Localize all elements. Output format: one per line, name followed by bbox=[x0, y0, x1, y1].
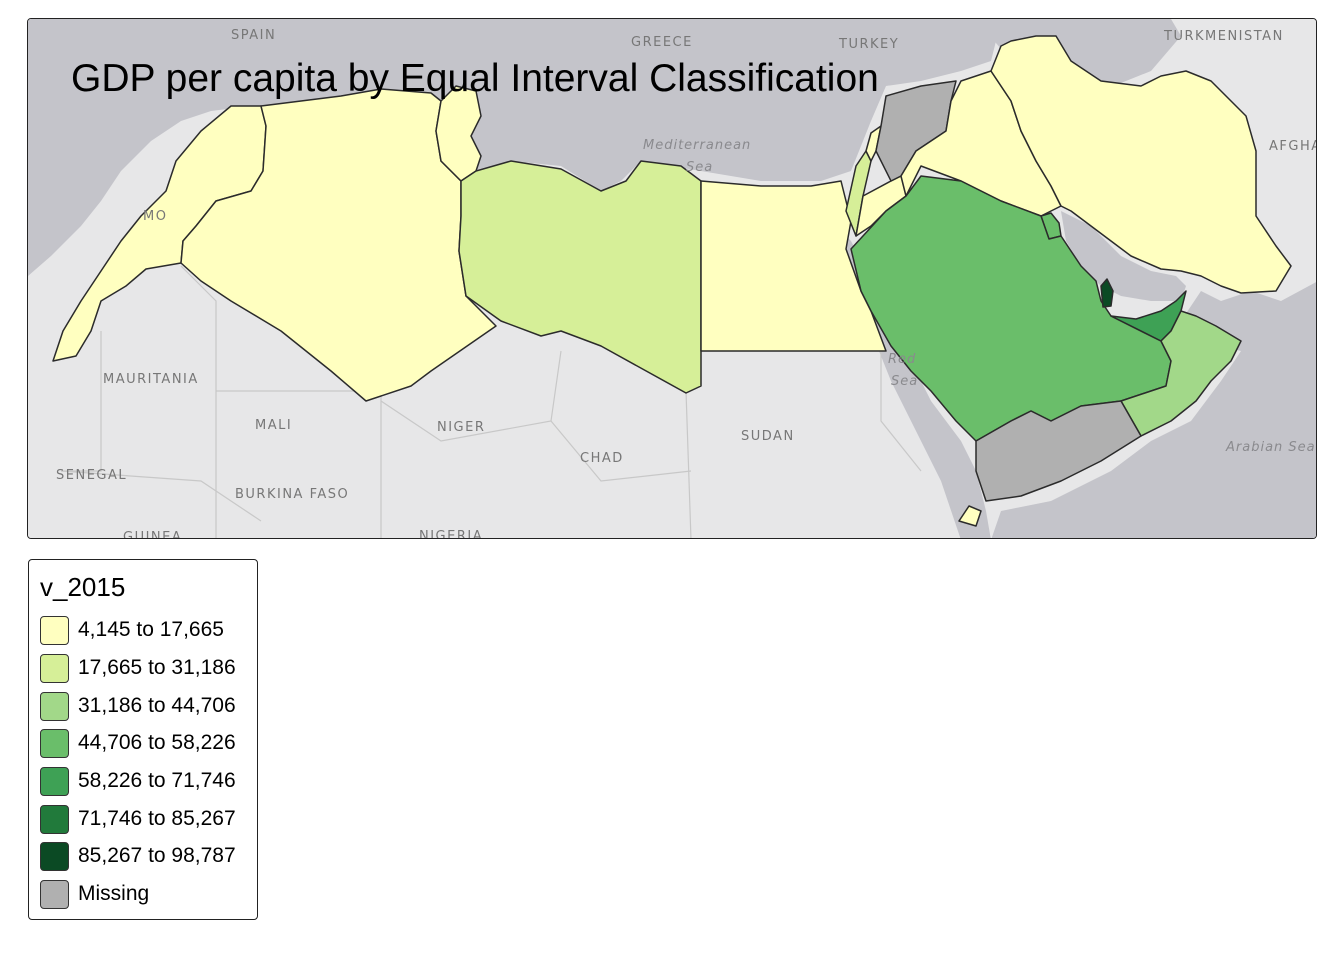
legend-label: 58,226 to 71,746 bbox=[78, 769, 236, 792]
map-title: GDP per capita by Equal Interval Classif… bbox=[71, 57, 879, 100]
place-labels: SPAIN GREECE TURKEY TURKMENISTAN AFGHA M… bbox=[56, 28, 1317, 539]
legend-item-3: 31,186 to 44,706 bbox=[40, 690, 236, 722]
label-mali: MALI bbox=[255, 418, 292, 433]
legend-label: 4,145 to 17,665 bbox=[78, 618, 224, 641]
label-mediterranean-1: Mediterranean bbox=[643, 138, 751, 153]
country-iran[interactable] bbox=[990, 35, 1292, 294]
label-mediterranean-2: Sea bbox=[686, 160, 713, 175]
legend-label: 44,706 to 58,226 bbox=[78, 731, 236, 754]
label-red-sea-2: Sea bbox=[891, 374, 918, 389]
country-djibouti[interactable] bbox=[958, 505, 982, 527]
label-mauritania: MAURITANIA bbox=[103, 372, 199, 387]
label-chad: CHAD bbox=[580, 451, 624, 466]
label-guinea: GUINEA bbox=[123, 530, 182, 539]
label-morocco: MO bbox=[143, 209, 167, 224]
legend-swatch bbox=[40, 615, 69, 645]
persian-gulf bbox=[1061, 211, 1186, 301]
map-canvas[interactable]: SPAIN GREECE TURKEY TURKMENISTAN AFGHA M… bbox=[28, 19, 1317, 539]
legend-swatch bbox=[40, 804, 69, 834]
label-arabian-sea: Arabian Sea bbox=[1225, 440, 1316, 455]
label-burkina-faso: BURKINA FASO bbox=[235, 487, 349, 502]
legend-label: Missing bbox=[78, 882, 150, 905]
legend-item-6: 71,746 to 85,267 bbox=[40, 803, 236, 835]
label-senegal: SENEGAL bbox=[56, 468, 127, 483]
legend-swatch bbox=[40, 691, 69, 721]
label-afghanistan: AFGHA bbox=[1269, 139, 1317, 154]
legend-item-1: 4,145 to 17,665 bbox=[40, 614, 224, 646]
legend-label: 85,267 to 98,787 bbox=[78, 844, 236, 867]
label-sudan: SUDAN bbox=[741, 429, 795, 444]
country-oman[interactable] bbox=[1120, 310, 1242, 437]
country-qatar[interactable] bbox=[1100, 278, 1114, 308]
label-turkey: TURKEY bbox=[838, 37, 899, 52]
label-nigeria: NIGERIA bbox=[419, 529, 483, 539]
country-yemen[interactable] bbox=[975, 400, 1142, 502]
legend-title: v_2015 bbox=[40, 572, 126, 602]
label-niger: NIGER bbox=[437, 420, 485, 435]
legend-label: 31,186 to 44,706 bbox=[78, 694, 236, 717]
legend-swatch bbox=[40, 766, 69, 796]
legend-swatch bbox=[40, 728, 69, 758]
label-turkmenistan: TURKMENISTAN bbox=[1163, 29, 1284, 44]
legend-item-8: Missing bbox=[40, 878, 149, 910]
legend-label: 17,665 to 31,186 bbox=[78, 656, 236, 679]
mediterranean-sea bbox=[28, 19, 1001, 276]
country-shapes[interactable] bbox=[52, 35, 1292, 527]
label-red-sea-1: Red bbox=[888, 352, 916, 367]
map-frame[interactable]: SPAIN GREECE TURKEY TURKMENISTAN AFGHA M… bbox=[27, 18, 1317, 539]
legend-swatch bbox=[40, 653, 69, 683]
legend-item-5: 58,226 to 71,746 bbox=[40, 765, 236, 797]
legend-label: 71,746 to 85,267 bbox=[78, 807, 236, 830]
legend-swatch bbox=[40, 841, 69, 871]
country-libya[interactable] bbox=[458, 160, 702, 394]
country-tunisia[interactable] bbox=[435, 85, 482, 182]
label-spain: SPAIN bbox=[231, 28, 276, 43]
legend-item-4: 44,706 to 58,226 bbox=[40, 727, 236, 759]
label-greece: GREECE bbox=[631, 35, 693, 50]
legend-swatch bbox=[40, 879, 69, 909]
legend-item-7: 85,267 to 98,787 bbox=[40, 840, 236, 872]
country-egypt[interactable] bbox=[700, 180, 887, 352]
legend: v_2015 4,145 to 17,665 17,665 to 31,186 … bbox=[28, 559, 258, 920]
legend-item-2: 17,665 to 31,186 bbox=[40, 652, 236, 684]
